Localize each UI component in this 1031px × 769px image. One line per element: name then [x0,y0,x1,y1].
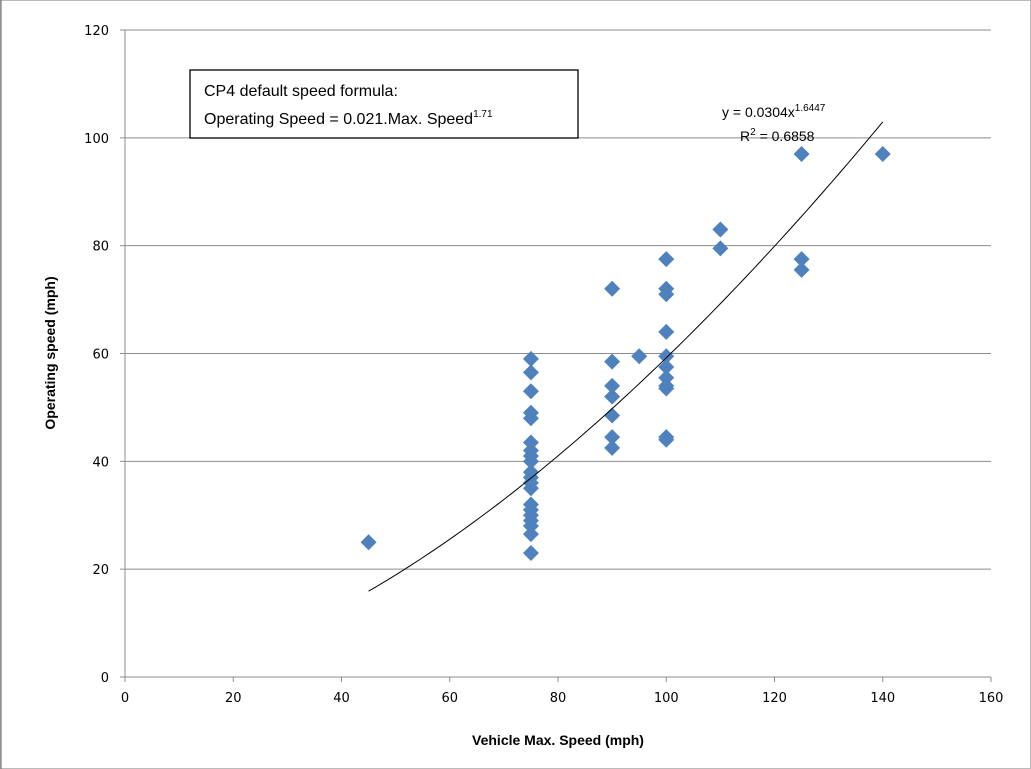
x-tick-label: 60 [441,691,458,706]
point [522,480,539,497]
x-tick-label: 40 [333,691,350,706]
y-tick-label: 100 [84,132,109,147]
point [604,388,621,405]
x-axis-title: Vehicle Max. Speed (mph) [472,732,644,748]
point [522,383,539,400]
point [712,240,729,257]
point [522,434,539,451]
point [658,380,675,397]
point [712,221,729,238]
point [604,377,621,394]
point [658,431,675,448]
trendline-r2: R2 = 0.6858 [740,127,815,144]
point [604,439,621,456]
point [360,534,377,551]
point [658,358,675,375]
point [522,453,539,470]
x-tick-label: 120 [762,691,787,706]
x-tick-label: 100 [654,691,679,706]
equation-exponent: 1.6447 [795,103,826,114]
point [793,251,810,268]
point [604,280,621,297]
point [604,429,621,446]
point [522,350,539,367]
y-tick-label: 40 [92,455,109,470]
r2-text: R [740,128,750,144]
point [604,407,621,424]
y-tick-label: 80 [92,240,109,255]
r2-sup: 2 [750,127,756,138]
x-tick-label: 80 [550,691,567,706]
x-tick-label: 20 [225,691,242,706]
trendline-equation: y = 0.0304x1.6447 [722,103,826,120]
x-tick-label: 0 [121,691,129,706]
point [522,518,539,535]
point [522,544,539,561]
y-tick-label: 0 [101,671,109,686]
x-tick-label: 140 [870,691,895,706]
point [522,526,539,543]
point [874,146,891,163]
point [658,369,675,386]
y-tick-label: 20 [92,563,109,578]
point [658,286,675,303]
trendline [368,121,884,592]
y-axis-title: Operating speed (mph) [42,276,58,429]
annotation-line: CP4 default speed formula: [204,83,398,100]
point [658,251,675,268]
equation-text: y = 0.0304x [722,104,795,120]
annotation-exponent: 1.71 [473,109,493,120]
point [658,348,675,365]
point [604,353,621,370]
point [631,348,648,365]
point [522,410,539,427]
y-tick-label: 60 [92,348,109,363]
point [793,261,810,278]
annotation-box [189,69,579,139]
point [793,146,810,163]
annotation-formula: Operating Speed = 0.021.Max. Speed1.71 [204,109,493,128]
r2-value: = 0.6858 [756,128,815,144]
annotation-formula-text: Operating Speed = 0.021.Max. Speed [204,111,473,128]
x-tick-label: 160 [979,691,1004,706]
point [658,323,675,340]
y-tick-label: 120 [84,24,109,39]
point [522,364,539,381]
